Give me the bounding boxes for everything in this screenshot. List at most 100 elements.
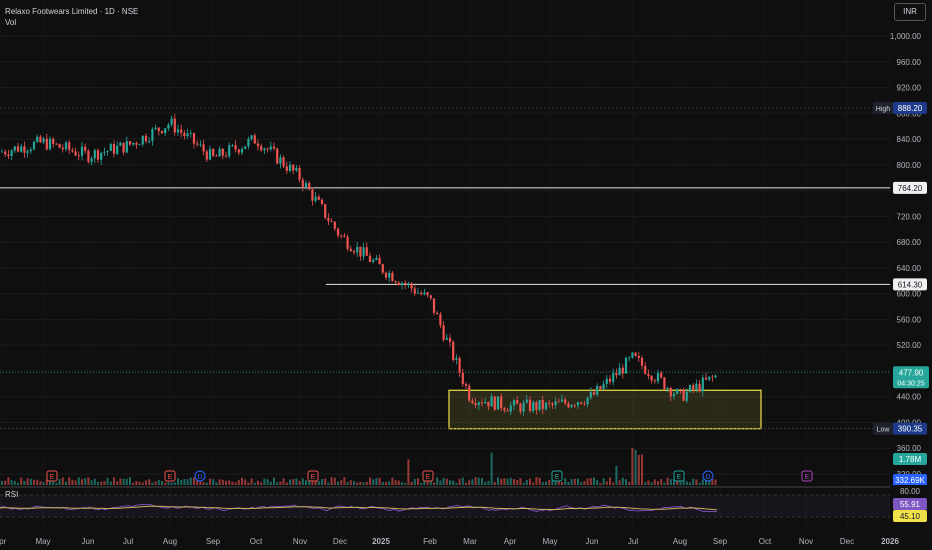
candle-body [448, 337, 452, 342]
currency-button[interactable]: INR [894, 3, 926, 21]
x-tick-label: Aug [163, 537, 177, 546]
volume-bar [420, 482, 423, 485]
volume-bar [551, 480, 554, 485]
volume-label: Vol [5, 18, 17, 27]
candle-body [455, 358, 458, 360]
candle-body [288, 164, 292, 171]
y-tick-label: 800.00 [897, 161, 922, 170]
volume-bar [663, 482, 666, 485]
volume-bar [497, 477, 499, 485]
volume-bar [314, 480, 317, 485]
x-tick-label: Apr [504, 537, 517, 546]
candle-body [538, 399, 541, 410]
volume-bar [125, 478, 128, 485]
event-label: E [805, 474, 810, 481]
candle-body [551, 403, 554, 405]
volume-bar [81, 479, 83, 485]
volume-bar [311, 480, 314, 485]
candle-body [541, 399, 544, 409]
time-axis[interactable]: Apr May Jun Jul Aug Sep Oct Nov Dec 2025 Feb Mar Apr… [0, 537, 899, 546]
candle-body [298, 168, 301, 180]
volume-bar [436, 477, 439, 485]
hline-badge: 614.30 [898, 280, 923, 289]
y-tick-label: 840.00 [897, 135, 922, 144]
volume-bar [657, 481, 659, 485]
price-axis[interactable]: 1,000.00960.00920.00880.00840.00800.0076… [890, 0, 932, 550]
candle-body [80, 146, 84, 156]
countdown: 04:30:25 [897, 380, 924, 387]
candle-body [346, 236, 349, 249]
symbol-title[interactable]: Relaxo Footwears Limited · 1D · NSE [5, 7, 139, 16]
volume-bar [269, 481, 272, 485]
candle-body [55, 143, 58, 145]
candle-body [679, 389, 682, 390]
candle-body [77, 155, 80, 157]
volume-bar [36, 479, 39, 485]
volume-bar [23, 481, 26, 485]
x-tick-label: Nov [799, 537, 813, 546]
hline-badge: 764.20 [898, 184, 923, 193]
candle-body [244, 146, 247, 149]
x-tick-label: Sep [206, 537, 221, 546]
y-tick-label: 440.00 [897, 393, 922, 402]
volume-bar [282, 478, 285, 485]
candle-body [647, 373, 650, 376]
candle-body [39, 136, 42, 143]
candle-body [135, 142, 138, 145]
x-tick-label: Apr [0, 537, 7, 546]
earnings-marker [551, 470, 563, 482]
volume-bar [461, 477, 464, 485]
candle-body [439, 314, 442, 326]
volume-bar [644, 482, 647, 485]
horizontal-lines [0, 107, 890, 429]
volume-bar [369, 477, 371, 485]
candle-body [221, 148, 224, 156]
candle-body [618, 367, 621, 376]
volume-bar [625, 479, 627, 485]
volume-bar [455, 482, 458, 485]
volume-bar [458, 478, 461, 485]
volume-bar [487, 480, 490, 485]
candle-body [173, 118, 176, 133]
volume-bar [65, 481, 67, 485]
candle-body [276, 148, 279, 164]
volume-bar [372, 479, 375, 485]
candle-body [682, 389, 685, 401]
candle-body [7, 154, 10, 157]
candle-body [666, 387, 669, 390]
candle-body [522, 402, 525, 412]
volume-bar [327, 482, 330, 485]
volume-bar [317, 480, 320, 485]
candle-body [381, 264, 384, 273]
candle-body [71, 149, 74, 152]
chart-header: Relaxo Footwears Limited · 1D · NSE Vol [5, 6, 138, 28]
volume-bar [29, 478, 32, 485]
candle-body [336, 228, 340, 236]
volume-bar [301, 478, 304, 485]
rsi-label: RSI [5, 490, 18, 499]
candle-body [42, 138, 45, 143]
volume-bar [39, 481, 42, 485]
volume-bar [705, 479, 707, 485]
candle-body [285, 166, 288, 171]
volume-bar [42, 481, 45, 485]
candle-body [20, 146, 23, 152]
candle-body [628, 357, 631, 359]
volume-bar [13, 480, 16, 485]
candle-body [93, 150, 96, 159]
volume-badge-bg [893, 453, 927, 465]
volume-bar [193, 477, 195, 485]
volume-bar [330, 477, 333, 485]
candle-body [416, 292, 420, 294]
volume-bar [292, 478, 295, 485]
volume-bar [186, 479, 189, 485]
candle-body [621, 367, 624, 374]
candle-body [701, 377, 704, 392]
volume-bar [599, 482, 602, 485]
volume-bar [426, 480, 429, 485]
candle-body [471, 400, 474, 404]
volume-bar [68, 477, 71, 485]
candle-body [202, 144, 205, 152]
volume-bar [276, 482, 279, 485]
